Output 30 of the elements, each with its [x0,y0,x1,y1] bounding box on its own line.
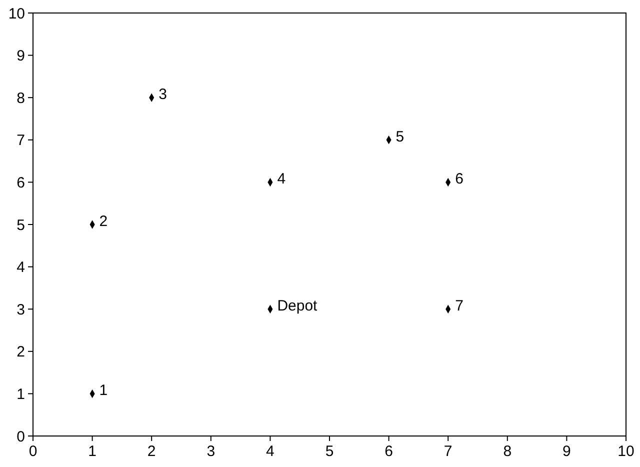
y-tick-label: 9 [16,48,25,65]
y-tick-label: 8 [16,90,25,107]
y-tick-label: 2 [16,344,25,361]
x-tick-label: 1 [88,443,96,460]
annotation: 7 [455,298,464,315]
y-tick-label: 6 [16,174,25,192]
x-tick-label: 2 [147,443,156,460]
annotation: 3 [158,86,167,104]
x-tick-label: 10 [618,443,634,460]
y-tick-label: 7 [16,132,25,150]
x-tick-label: 5 [325,443,334,460]
y-tick-label: 1 [16,386,25,403]
x-tick-label: 7 [444,443,452,460]
x-tick-label: 3 [206,443,216,460]
annotation: Depot [277,298,318,315]
x-tick-label: 8 [503,443,512,460]
x-tick-label: 0 [28,443,38,460]
y-tick-label: 4 [16,259,25,276]
annotation: 2 [99,213,108,230]
x-tick-label: 9 [562,443,571,460]
annotation: 6 [455,170,464,188]
y-tick-label: 0 [16,428,25,446]
x-tick-label: 4 [266,443,274,460]
annotation: 5 [396,128,404,146]
y-tick-label: 5 [16,216,25,234]
x-tick-label: 6 [384,443,393,460]
y-tick-label: 10 [8,5,25,22]
y-tick-label: 3 [16,301,25,318]
annotation: 1 [99,382,108,400]
annotation: 4 [277,170,286,188]
